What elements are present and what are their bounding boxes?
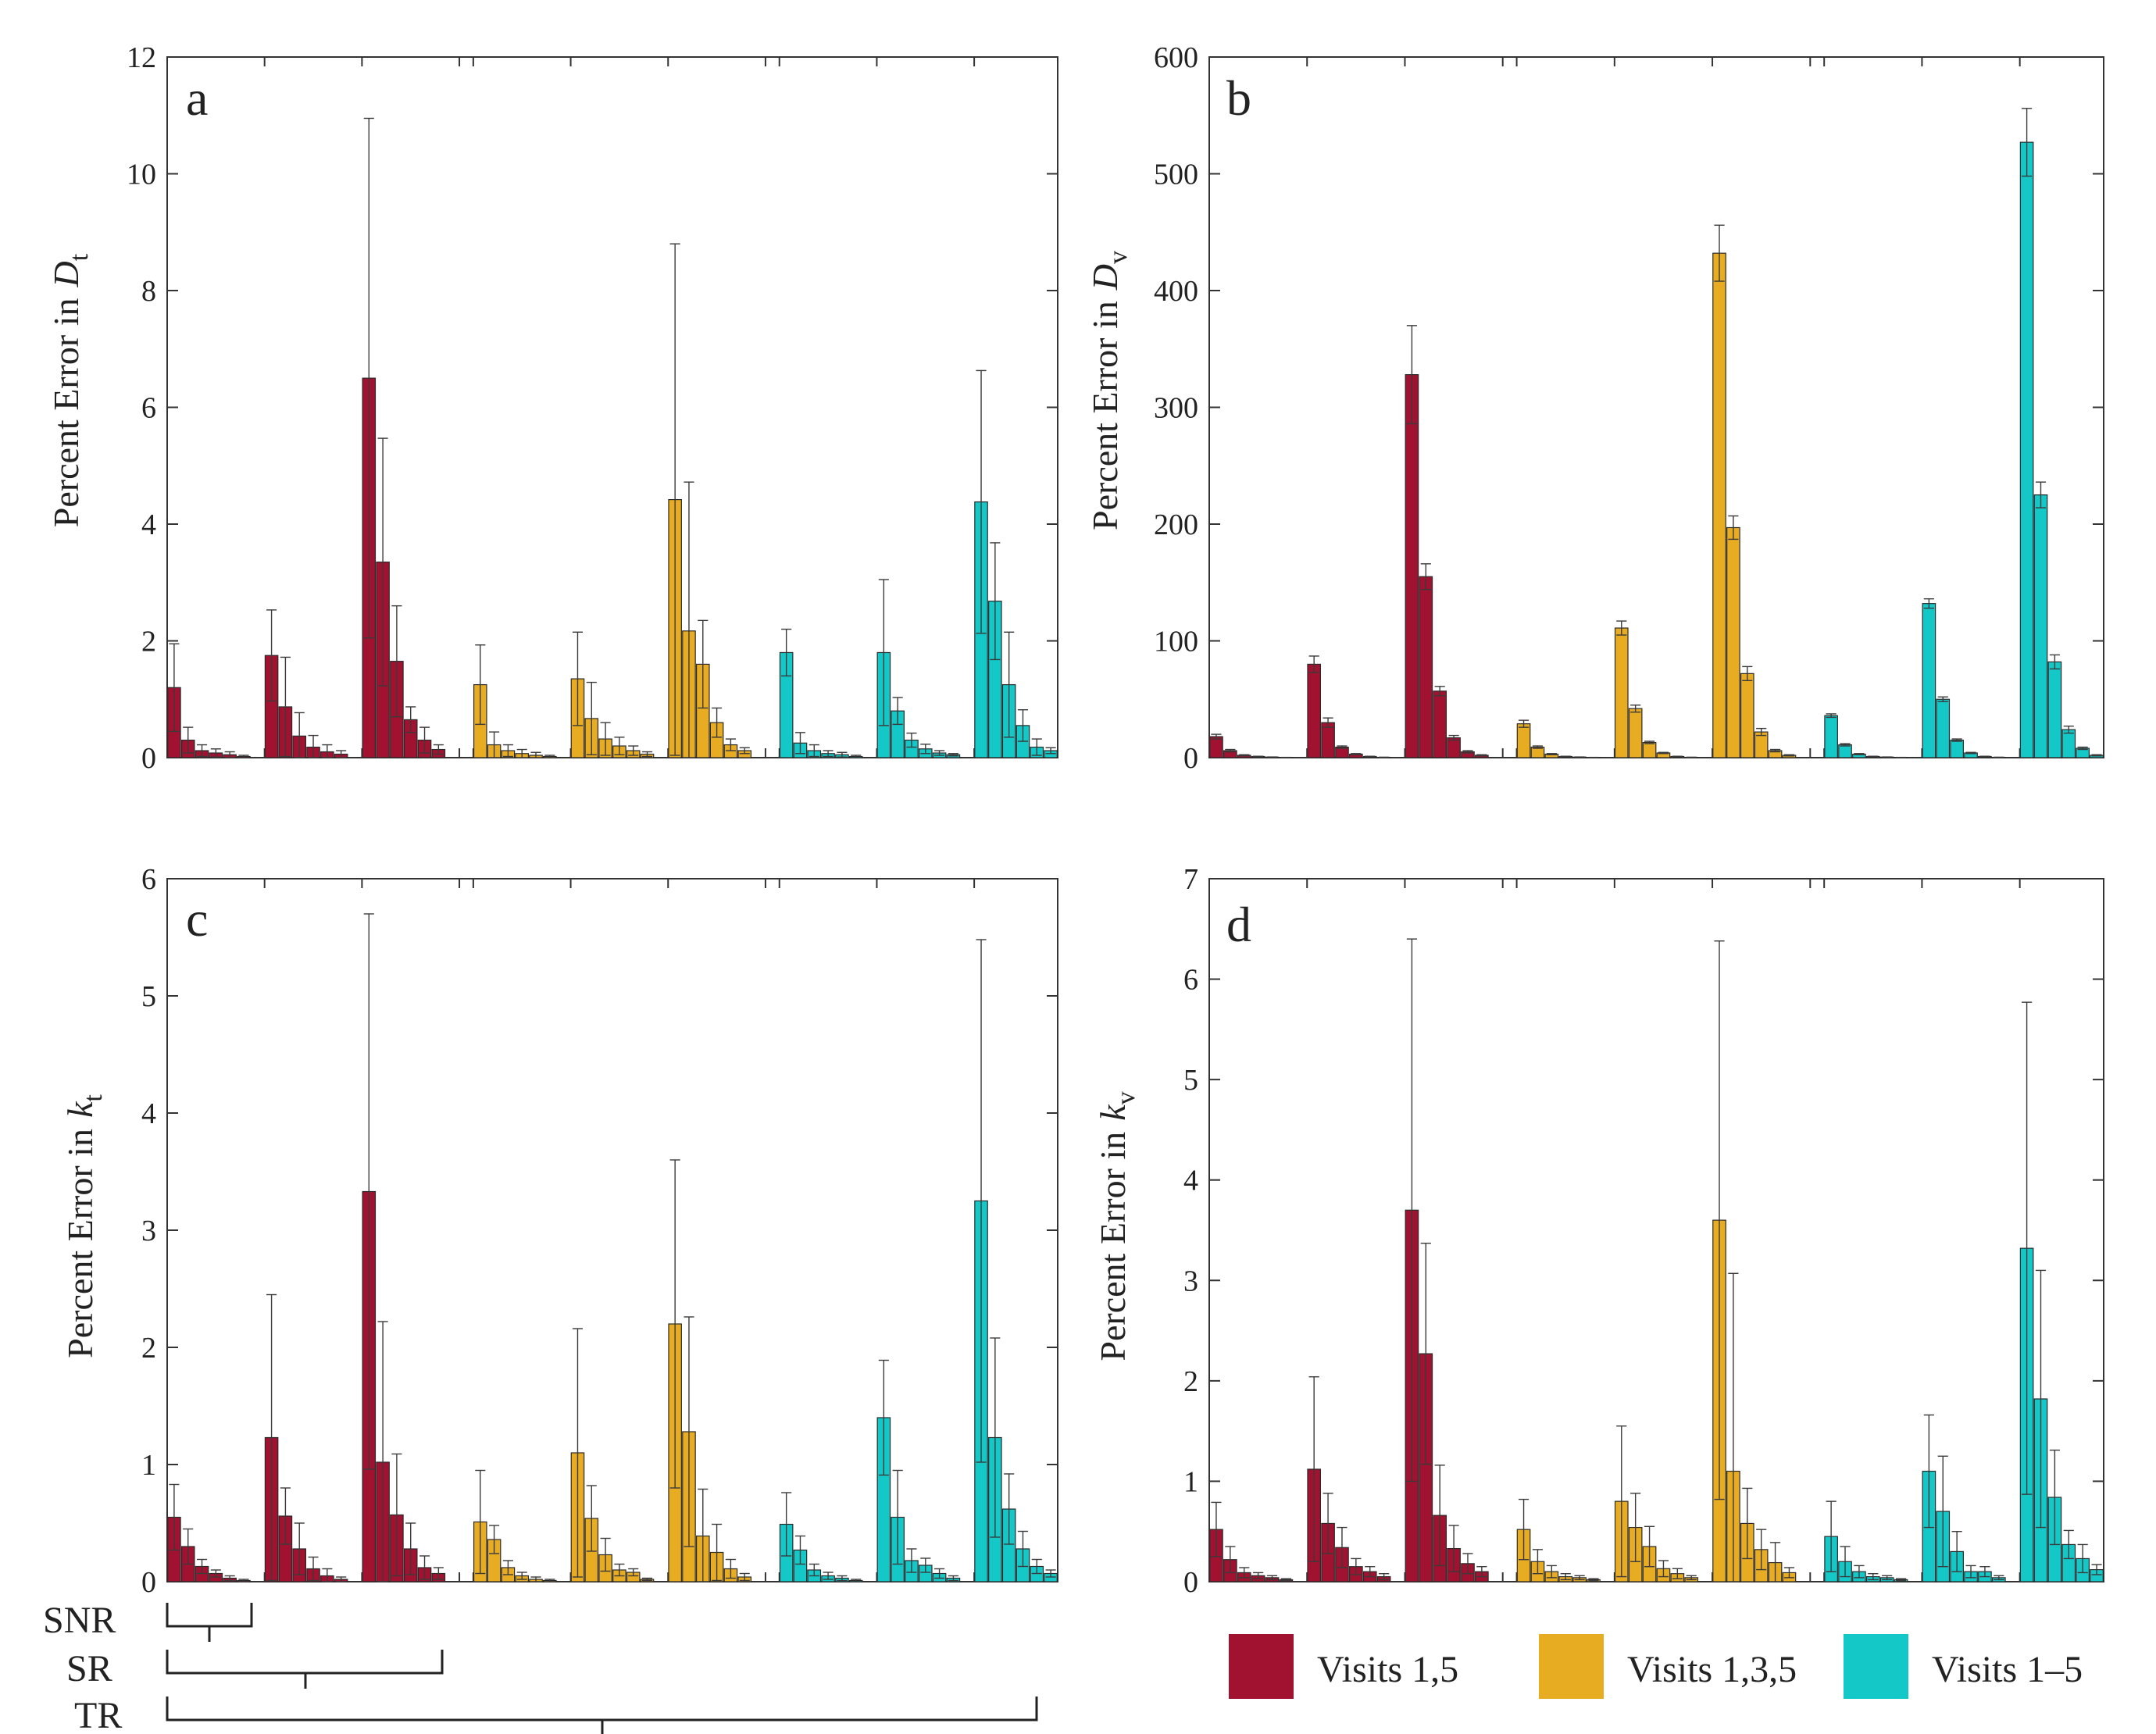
bar [1447, 737, 1461, 758]
bar [1321, 722, 1335, 758]
panel-c: 0 1 2 3 4 5 6 c Percent Error inkt [60, 863, 1058, 1599]
legend-swatch-visits-1-5 [1229, 1634, 1294, 1699]
legend-label-visits-1-5: Visits 1,5 [1317, 1649, 1458, 1690]
plot-area-d: 0 1 2 3 4 5 6 7 [1183, 863, 2104, 1599]
bracket-snr [166, 1603, 253, 1642]
bar [1307, 663, 1322, 758]
bracket-tr [166, 1697, 1038, 1734]
bar [1950, 739, 1964, 758]
y-tick-label: 2 [1183, 1365, 1198, 1398]
panel-a: 0 2 4 6 8 10 12 a Percent Error inDt [46, 41, 1058, 775]
brackets: SNR SR TR [43, 1600, 1038, 1734]
y-axis-label-c: Percent Error inkt [60, 1094, 108, 1358]
y-tick-label: 100 [1154, 626, 1198, 658]
y-tick-label: 300 [1154, 392, 1198, 425]
y-tick-label: 3 [141, 1215, 156, 1247]
bar [2019, 141, 2034, 758]
bar [1433, 690, 1447, 758]
axes-box [1208, 878, 2104, 1582]
y-tick-label: 0 [141, 1566, 156, 1599]
y-tick-label: 12 [127, 41, 156, 74]
y-tick-label: 4 [1183, 1165, 1198, 1197]
y-axis-label-b: Percent Error inDv [1085, 251, 1133, 530]
bar [1628, 708, 1643, 758]
y-tick-label: 0 [1183, 742, 1198, 775]
bar [1419, 576, 1433, 758]
bracket-label-tr: TR [74, 1695, 122, 1734]
y-axis-label-a: Percent Error inDt [46, 253, 94, 527]
bracket-sr [166, 1650, 444, 1689]
y-tick-label: 8 [141, 275, 156, 308]
bar [2033, 494, 2048, 758]
bar [1516, 723, 1531, 758]
y-tick-label: 200 [1154, 508, 1198, 541]
panel-b: 0 100 200 300 400 500 600 b Percent Error inDv [1085, 41, 2104, 775]
bar [1936, 698, 1951, 758]
legend-label-visits-1-3-5: Visits 1,3,5 [1627, 1649, 1797, 1690]
bar [2047, 661, 2062, 758]
y-tick-label: 6 [1183, 964, 1198, 997]
bar [1712, 252, 1726, 758]
bar [1614, 627, 1629, 758]
y-tick-label: 500 [1154, 159, 1198, 191]
y-tick-label: 1 [141, 1449, 156, 1482]
bar [1642, 741, 1657, 758]
y-tick-label: 4 [141, 1097, 156, 1130]
panel-letter-c: c [186, 891, 208, 947]
bar [1726, 526, 1740, 758]
y-tick-label: 600 [1154, 41, 1198, 74]
y-tick-label: 2 [141, 626, 156, 658]
y-tick-label: 400 [1154, 275, 1198, 308]
y-tick-label: 5 [1183, 1064, 1198, 1097]
y-tick-label: 3 [1183, 1265, 1198, 1297]
y-tick-label: 10 [127, 159, 156, 191]
y-tick-label: 4 [141, 508, 156, 541]
y-tick-label: 6 [141, 863, 156, 896]
y-tick-label: 0 [1183, 1566, 1198, 1599]
y-tick-label: 1 [1183, 1465, 1198, 1498]
y-tick-label: 7 [1183, 863, 1198, 896]
plot-area-a: 0 2 4 6 8 10 12 [127, 41, 1058, 775]
axes-box [166, 56, 1058, 758]
y-tick-label: 6 [141, 392, 156, 425]
y-tick-label: 0 [141, 742, 156, 775]
y-tick-label: 2 [141, 1332, 156, 1365]
panel-letter-b: b [1226, 70, 1251, 126]
bar [1405, 374, 1419, 758]
panel-letter-d: d [1226, 897, 1251, 952]
bar [1922, 603, 1936, 758]
bracket-label-sr: SR [66, 1648, 112, 1689]
legend-label-visits-1-to-5: Visits 1–5 [1932, 1649, 2083, 1690]
bar [2061, 729, 2076, 758]
legend: Visits 1,5 Visits 1,3,5 Visits 1–5 [1229, 1634, 2083, 1699]
y-axis-label-d: Percent Error inkv [1093, 1091, 1140, 1361]
bracket-label-snr: SNR [43, 1600, 116, 1641]
axes-box [1208, 56, 2104, 758]
axes-box [166, 878, 1058, 1582]
panel-letter-a: a [186, 70, 208, 126]
plot-area-b: 0 100 200 300 400 500 600 [1154, 41, 2104, 775]
legend-swatch-visits-1-to-5 [1844, 1634, 1908, 1699]
bar [1740, 673, 1754, 758]
legend-swatch-visits-1-3-5 [1539, 1634, 1604, 1699]
y-tick-label: 5 [141, 980, 156, 1013]
bar [1209, 736, 1223, 758]
bar [1824, 715, 1838, 758]
bar [1838, 744, 1852, 758]
panel-d: 0 1 2 3 4 5 6 7 d Percent Error inkv [1093, 863, 2104, 1599]
plot-area-c: 0 1 2 3 4 5 6 [141, 863, 1058, 1599]
